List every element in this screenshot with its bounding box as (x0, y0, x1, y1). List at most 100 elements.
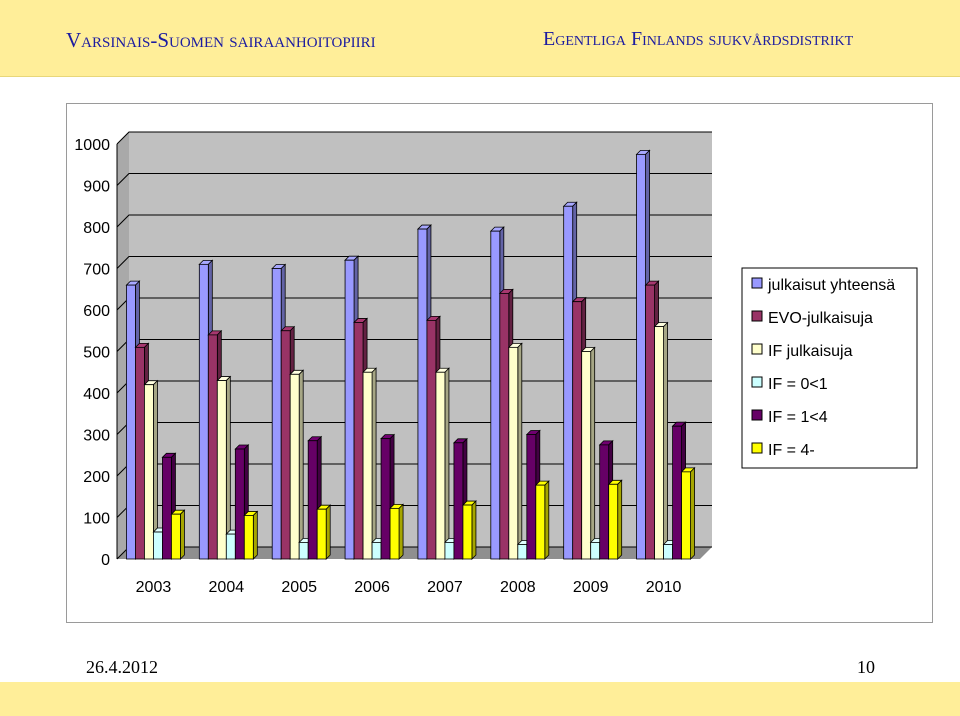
y-tick-label: 200 (83, 469, 110, 486)
bar-front (380, 438, 391, 560)
footer-page-number: 10 (857, 657, 875, 677)
legend-label: IF julkaisuja (768, 343, 853, 360)
bar-front (307, 440, 318, 560)
legend-swatch (751, 310, 763, 322)
bar-front (216, 380, 227, 560)
bar (461, 500, 477, 560)
bar-front (517, 544, 528, 560)
bar (434, 367, 450, 560)
legend-swatch (751, 409, 763, 421)
y-tick-label: 100 (83, 511, 110, 528)
bar-front (426, 319, 437, 560)
legend-label: IF = 0<1 (768, 376, 828, 393)
bar (607, 479, 623, 560)
legend: julkaisut yhteensä EVO-julkaisuja IF julka… (741, 267, 918, 469)
bar-front (572, 301, 583, 560)
x-tick-label: 2008 (500, 579, 536, 596)
bar-front (681, 471, 691, 560)
bar-front (162, 456, 172, 560)
bar-side (252, 510, 258, 560)
x-tick-label: 2007 (427, 579, 463, 596)
bar-front (599, 444, 610, 560)
legend-label: IF = 4- (768, 442, 815, 459)
bar-front (135, 346, 145, 560)
bar-front (126, 284, 136, 560)
x-tick-label: 2004 (209, 579, 245, 596)
header-right-title: Egentliga Finlands sjukvårdsdistrikt (543, 28, 854, 50)
bar-front (362, 371, 373, 560)
y-tick-label: 400 (83, 386, 110, 403)
bar-side (298, 369, 304, 560)
bar-front (462, 504, 473, 560)
plot-floor (117, 547, 712, 559)
bar-front (590, 542, 601, 560)
bar-front (417, 228, 428, 560)
bar-front (371, 542, 382, 560)
bar-front (444, 542, 455, 560)
y-tick-label: 500 (83, 345, 110, 362)
bar-side (690, 466, 695, 560)
x-tick-label: 2010 (646, 579, 682, 596)
bar-front (225, 533, 236, 560)
y-tick-label: 700 (83, 262, 110, 279)
bar-front (144, 384, 154, 560)
x-tick-label: 2009 (573, 579, 609, 596)
legend-swatch (751, 277, 763, 289)
bar-side (325, 504, 331, 560)
bar-front (344, 259, 355, 560)
bar-front (535, 484, 546, 560)
bar-front (508, 346, 519, 560)
bar-side (444, 367, 450, 560)
bar (389, 503, 405, 560)
bar (534, 480, 550, 560)
bar-front (234, 448, 245, 560)
bar-front (645, 284, 655, 560)
bar (170, 509, 186, 560)
bar-front (581, 351, 592, 560)
bar-front (271, 268, 282, 560)
legend-label: IF = 1<4 (768, 409, 828, 426)
bar (289, 369, 305, 560)
gridline (116, 256, 712, 269)
bar-side (663, 321, 668, 560)
bar-front (435, 371, 446, 560)
bar-front (207, 334, 218, 560)
bar (362, 367, 378, 560)
y-tick-label: 300 (83, 428, 110, 445)
legend-swatch (751, 343, 763, 355)
bar-front (526, 434, 537, 560)
bar-front (672, 425, 682, 560)
y-axis-ticks: 0 100 200 300 400 500 600 700 800 900 1000 (74, 137, 110, 569)
y-tick-label: 1000 (74, 137, 110, 154)
legend-label: julkaisut yhteensä (767, 277, 895, 294)
bar-front (453, 442, 464, 560)
bar-side (517, 342, 523, 560)
bar (243, 510, 259, 560)
y-tick-label: 600 (83, 303, 110, 320)
legend-swatch (751, 376, 763, 388)
bar-front (280, 330, 291, 560)
bar-front (198, 263, 209, 560)
x-axis-ticks: 2003 2004 2005 2006 2007 2008 2009 2010 (136, 579, 682, 596)
bar-front (353, 322, 364, 560)
bar-front (499, 292, 510, 560)
gridline (116, 131, 712, 145)
bar-front (243, 515, 254, 560)
gridline (116, 214, 712, 228)
bar-front (663, 544, 673, 560)
bar-front (389, 507, 400, 560)
y-tick-label: 900 (83, 179, 110, 196)
bar-front (289, 373, 300, 560)
bar-front (654, 326, 664, 560)
header-band: Varsinais-Suomen sairaanhoitopiiri Egent… (0, 0, 960, 77)
bar (316, 504, 332, 560)
bar (680, 466, 696, 560)
footer-date: 26.4.2012 (86, 657, 158, 677)
x-tick-label: 2005 (281, 579, 317, 596)
y-tick-label: 800 (83, 220, 110, 237)
bar-front (608, 483, 619, 560)
bar-side (180, 509, 185, 560)
bar-front (636, 153, 646, 560)
bars (125, 149, 696, 560)
legend-swatch (751, 442, 763, 454)
